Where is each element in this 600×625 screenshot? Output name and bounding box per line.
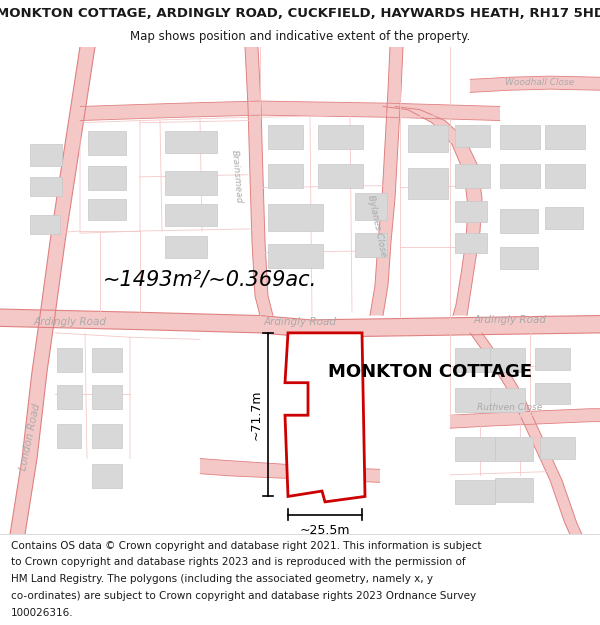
Bar — [545, 125, 585, 149]
Text: ~71.7m: ~71.7m — [250, 389, 263, 440]
Text: Bylanes Close: Bylanes Close — [366, 194, 388, 258]
Text: Ardingly Road: Ardingly Road — [263, 317, 337, 327]
Bar — [318, 125, 363, 149]
Bar — [455, 164, 490, 188]
Polygon shape — [285, 333, 365, 502]
Polygon shape — [450, 409, 600, 428]
Text: Brainsmead: Brainsmead — [230, 149, 244, 204]
Text: Map shows position and indicative extent of the property.: Map shows position and indicative extent… — [130, 30, 470, 43]
Bar — [268, 244, 323, 268]
Bar — [57, 424, 81, 448]
Text: London Road: London Road — [18, 402, 42, 471]
Polygon shape — [80, 101, 500, 121]
Bar — [165, 204, 217, 226]
Polygon shape — [383, 106, 482, 316]
Polygon shape — [200, 459, 380, 482]
Bar — [455, 125, 490, 146]
Polygon shape — [470, 333, 582, 534]
Bar — [57, 385, 82, 409]
Polygon shape — [470, 76, 600, 92]
Bar — [495, 437, 533, 461]
Bar — [535, 348, 570, 370]
Bar — [268, 164, 303, 188]
Bar — [490, 388, 525, 412]
Bar — [500, 125, 540, 149]
Bar — [30, 144, 62, 166]
Bar — [500, 248, 538, 269]
Text: Contains OS data © Crown copyright and database right 2021. This information is : Contains OS data © Crown copyright and d… — [11, 541, 481, 551]
Polygon shape — [10, 47, 95, 534]
Bar — [535, 382, 570, 404]
Text: ~1493m²/~0.369ac.: ~1493m²/~0.369ac. — [103, 270, 317, 290]
Text: to Crown copyright and database rights 2023 and is reproduced with the permissio: to Crown copyright and database rights 2… — [11, 558, 466, 568]
Bar — [545, 164, 585, 188]
Bar — [165, 171, 217, 195]
Bar — [455, 388, 493, 412]
Bar — [268, 204, 323, 231]
Bar — [540, 437, 575, 459]
Bar — [355, 193, 387, 220]
Bar — [408, 168, 448, 199]
Bar — [545, 208, 583, 229]
Bar — [455, 348, 493, 372]
Bar — [408, 125, 448, 152]
Bar — [30, 215, 60, 234]
Text: ~25.5m: ~25.5m — [300, 524, 350, 536]
Bar — [455, 201, 487, 222]
Text: co-ordinates) are subject to Crown copyright and database rights 2023 Ordnance S: co-ordinates) are subject to Crown copyr… — [11, 591, 476, 601]
Bar — [165, 131, 217, 153]
Polygon shape — [0, 309, 600, 338]
Text: HM Land Registry. The polygons (including the associated geometry, namely x, y: HM Land Registry. The polygons (includin… — [11, 574, 433, 584]
Text: MONKTON COTTAGE, ARDINGLY ROAD, CUCKFIELD, HAYWARDS HEATH, RH17 5HD: MONKTON COTTAGE, ARDINGLY ROAD, CUCKFIEL… — [0, 7, 600, 19]
Bar — [88, 166, 126, 190]
Bar — [92, 424, 122, 448]
Bar — [92, 464, 122, 488]
Bar — [92, 348, 122, 372]
Bar — [165, 236, 207, 258]
Bar — [92, 385, 122, 409]
Polygon shape — [370, 47, 403, 316]
Polygon shape — [245, 47, 273, 316]
Text: 100026316.: 100026316. — [11, 608, 73, 618]
Bar — [268, 125, 303, 149]
Bar — [88, 131, 126, 155]
Bar — [355, 233, 387, 257]
Bar — [88, 199, 126, 220]
Bar — [30, 177, 62, 196]
Bar — [455, 233, 487, 253]
Text: Ardingly Road: Ardingly Road — [473, 315, 547, 325]
Bar — [500, 209, 538, 233]
Bar — [500, 164, 540, 188]
Text: Ruthven Close: Ruthven Close — [478, 403, 542, 412]
Text: Woodhall Close: Woodhall Close — [505, 78, 575, 87]
Text: MONKTON COTTAGE: MONKTON COTTAGE — [328, 363, 532, 381]
Bar — [318, 164, 363, 188]
Text: Ardingly Road: Ardingly Road — [34, 317, 107, 327]
Bar — [495, 478, 533, 502]
Bar — [455, 437, 495, 461]
Bar — [490, 348, 525, 372]
Bar — [57, 348, 82, 372]
Bar — [455, 480, 495, 504]
